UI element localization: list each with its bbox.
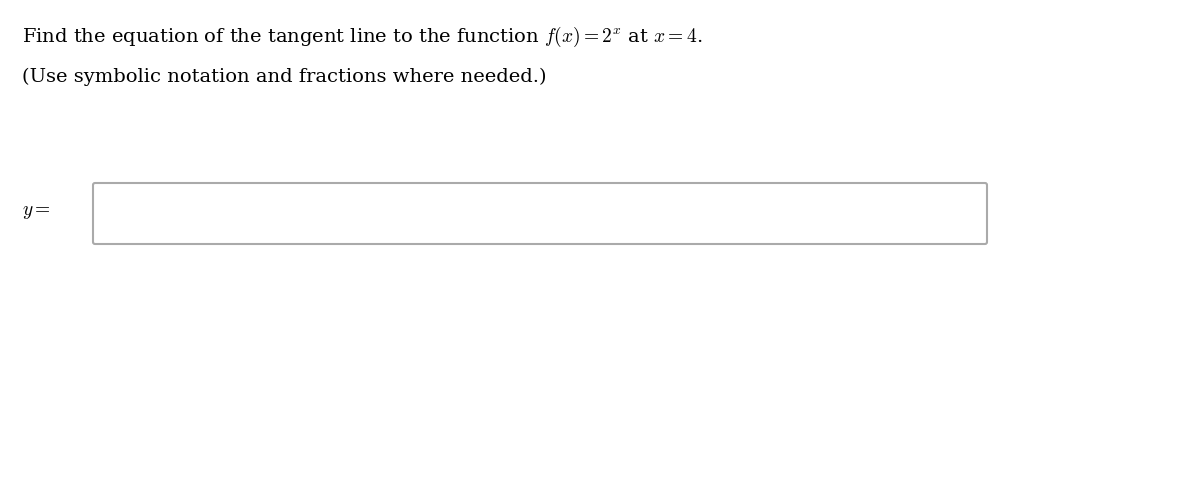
FancyBboxPatch shape <box>94 183 986 244</box>
Text: $y =$: $y =$ <box>22 203 50 221</box>
Text: Find the equation of the tangent line to the function $f(x) = 2^x$ at $x = 4$.: Find the equation of the tangent line to… <box>22 25 702 49</box>
Text: (Use symbolic notation and fractions where needed.): (Use symbolic notation and fractions whe… <box>22 68 546 86</box>
